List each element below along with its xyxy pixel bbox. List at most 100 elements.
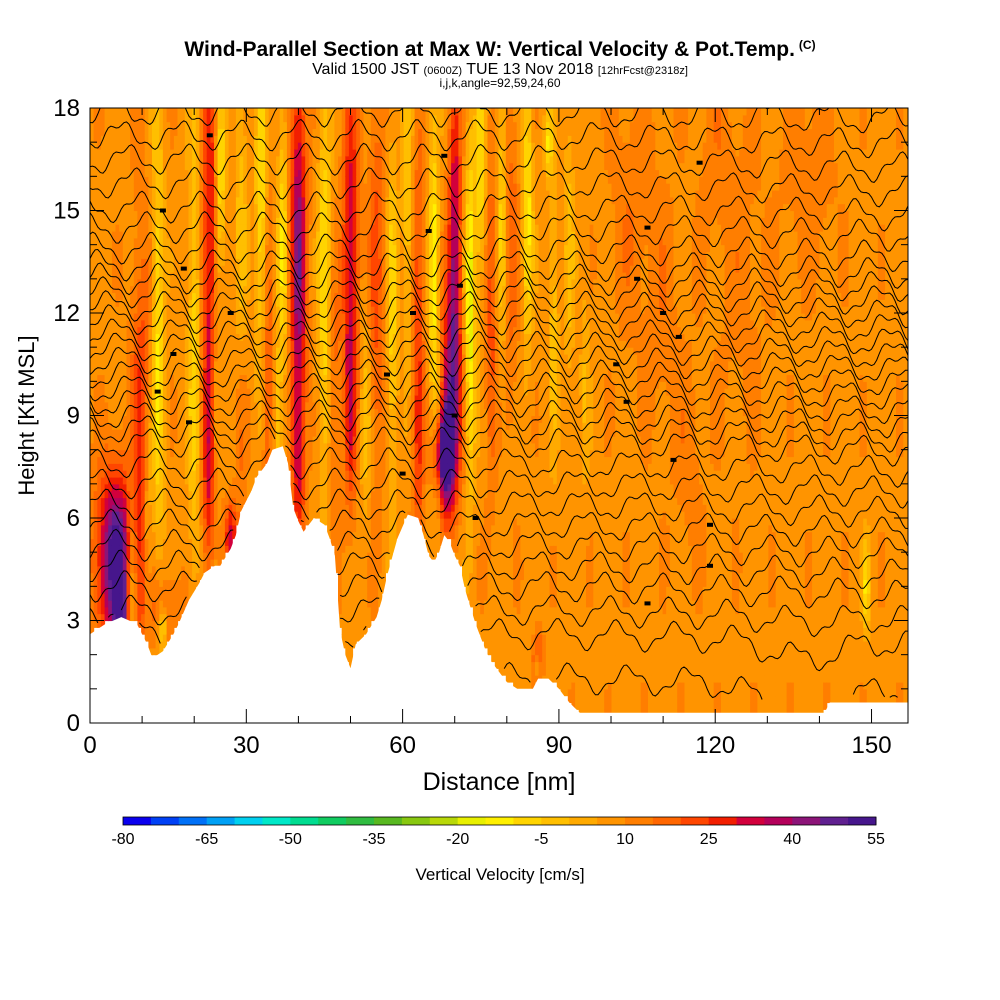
velocity-cell — [283, 108, 288, 109]
velocity-cell — [290, 190, 295, 198]
velocity-cell — [97, 251, 102, 259]
velocity-cell — [338, 155, 343, 164]
velocity-cell — [286, 313, 292, 321]
velocity-cell — [203, 299, 208, 307]
velocity-cell — [111, 360, 117, 369]
velocity-cell — [232, 340, 237, 348]
velocity-cell — [162, 579, 168, 587]
velocity-cell — [235, 367, 241, 376]
velocity-cell — [162, 600, 168, 608]
velocity-cell — [141, 593, 146, 601]
velocity-cell — [90, 128, 95, 136]
velocity-cell — [206, 108, 211, 116]
velocity-cell — [195, 108, 200, 116]
velocity-cell — [334, 360, 339, 369]
velocity-cell — [126, 313, 131, 321]
velocity-cell — [235, 408, 241, 417]
velocity-cell — [108, 326, 113, 335]
velocity-cell — [192, 572, 197, 581]
velocity-cell — [173, 237, 179, 246]
velocity-cell — [188, 333, 193, 341]
velocity-cell — [224, 415, 230, 423]
velocity-cell — [334, 429, 339, 437]
velocity-cell — [203, 217, 208, 225]
velocity-cell — [224, 518, 230, 526]
velocity-cell — [283, 142, 288, 150]
velocity-cell — [159, 606, 164, 615]
velocity-cell — [181, 463, 186, 471]
velocity-cell — [297, 203, 303, 212]
velocity-cell — [152, 244, 157, 253]
velocity-cell — [276, 149, 281, 157]
velocity-cell — [184, 121, 189, 130]
velocity-cell — [312, 142, 317, 150]
velocity-cell — [184, 108, 189, 109]
velocity-cell — [115, 593, 120, 601]
velocity-cell — [90, 347, 95, 355]
velocity-cell — [319, 511, 324, 519]
velocity-cell — [181, 367, 186, 376]
velocity-cell — [188, 422, 193, 430]
velocity-cell — [192, 176, 197, 184]
velocity-cell — [224, 524, 230, 533]
velocity-cell — [152, 265, 157, 273]
velocity-cell — [272, 374, 277, 382]
velocity-cell — [130, 429, 135, 437]
velocity-cell — [261, 155, 266, 164]
velocity-cell — [345, 135, 350, 143]
velocity-cell — [199, 196, 204, 205]
velocity-cell — [122, 456, 127, 464]
velocity-cell — [166, 149, 171, 157]
velocity-cell — [144, 449, 149, 458]
velocity-cell — [141, 360, 146, 369]
velocity-cell — [177, 572, 182, 581]
velocity-cell — [203, 463, 208, 471]
velocity-cell — [192, 319, 197, 328]
velocity-cell — [286, 285, 292, 294]
velocity-cell — [93, 552, 98, 560]
velocity-cell — [115, 483, 120, 492]
velocity-cell — [141, 463, 146, 471]
velocity-cell — [279, 114, 284, 123]
velocity-cell — [97, 552, 102, 560]
velocity-cell — [286, 142, 292, 150]
velocity-cell — [301, 374, 306, 382]
velocity-cell — [126, 545, 131, 553]
velocity-cell — [246, 155, 251, 164]
velocity-cell — [330, 244, 335, 253]
velocity-cell — [221, 463, 226, 471]
velocity-cell — [199, 272, 204, 280]
velocity-cell — [272, 285, 277, 294]
velocity-cell — [268, 108, 273, 109]
velocity-cell — [341, 463, 346, 471]
velocity-cell — [265, 299, 270, 307]
velocity-cell — [126, 606, 131, 615]
velocity-cell — [90, 155, 95, 164]
velocity-cell — [217, 299, 222, 307]
velocity-cell — [217, 183, 222, 191]
velocity-cell — [111, 162, 117, 171]
velocity-cell — [130, 483, 135, 492]
velocity-cell — [338, 231, 343, 239]
velocity-cell — [316, 128, 321, 136]
velocity-cell — [166, 620, 171, 628]
velocity-cell — [221, 285, 226, 294]
velocity-cell — [272, 121, 277, 130]
velocity-cell — [338, 600, 343, 608]
velocity-cell — [286, 121, 292, 130]
velocity-cell — [246, 395, 251, 403]
velocity-cell — [108, 176, 113, 184]
velocity-cell — [221, 244, 226, 253]
velocity-cell — [210, 155, 215, 164]
velocity-cell — [319, 203, 324, 212]
velocity-cell — [126, 278, 131, 287]
velocity-cell — [239, 347, 244, 355]
velocity-cell — [301, 183, 306, 191]
velocity-cell — [162, 319, 168, 328]
velocity-cell — [294, 388, 299, 396]
velocity-cell — [141, 149, 146, 157]
velocity-cell — [162, 442, 168, 451]
velocity-cell — [170, 299, 175, 307]
velocity-cell — [301, 108, 306, 109]
velocity-cell — [144, 388, 149, 396]
